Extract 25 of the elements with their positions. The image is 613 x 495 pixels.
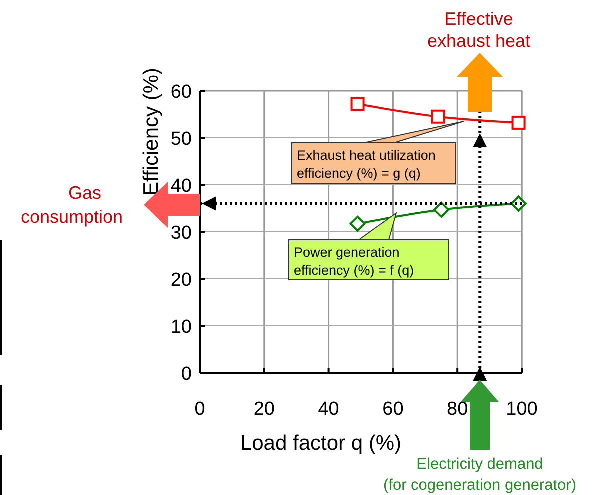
x-tick-label: 60 [382,399,404,420]
point [512,116,526,130]
text: Gas consumption [20,183,124,227]
text: Effective exhaust heat [427,9,531,51]
point [350,216,366,232]
x-tick-label: 20 [254,399,275,420]
y-axis-title: Efficiency (%) [140,68,163,196]
y-tick-label: 60 [170,82,192,103]
annotation: Exhaust heat utilization efficiency (%) = g (q) [297,148,436,181]
annotation: Power generation efficiency (%) = f (q) [294,245,414,278]
x-tick-label: 80 [447,399,468,420]
point [431,110,446,124]
x-tick-label: 40 [318,399,340,420]
x-tick-label: 100 [506,399,538,420]
y-tick-label: 30 [170,223,192,244]
point [350,97,365,112]
point [434,202,450,218]
text: Electricity demand (for cogeneration generator) [383,456,577,494]
y-tick-label: 20 [170,270,192,291]
y-tick-label: 10 [170,317,192,338]
y-tick-label: 40 [170,176,192,197]
y-tick-label: 0 [181,364,192,385]
x-tick-label: 0 [194,399,206,420]
x-axis-title: Load factor q (%) [240,432,402,455]
y-tick-label: 50 [170,129,192,150]
